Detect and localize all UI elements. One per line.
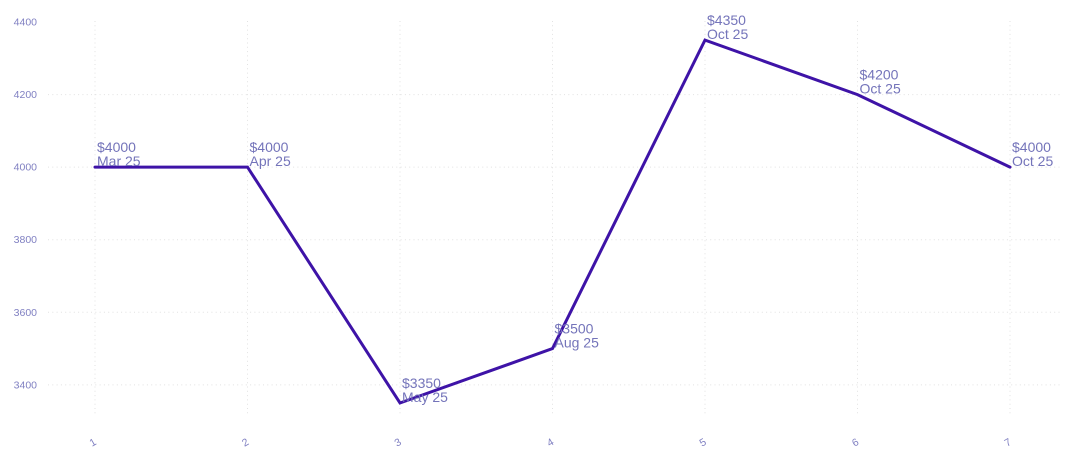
y-tick-label: 3800 xyxy=(14,234,38,246)
point-label-value: $4200 xyxy=(860,67,899,83)
point-label-date: Oct 25 xyxy=(1012,153,1053,169)
point-label-value: $4350 xyxy=(707,12,746,28)
point-label-value: $4000 xyxy=(1012,139,1051,155)
point-label-value: $3350 xyxy=(402,375,441,391)
x-tick-label: 7 xyxy=(1002,436,1013,449)
point-label-value: $4000 xyxy=(250,139,289,155)
x-tick-label: 3 xyxy=(392,436,403,449)
series-line xyxy=(93,38,1012,405)
x-tick-label: 1 xyxy=(87,436,98,449)
x-tick-label: 6 xyxy=(850,436,861,449)
point-label-date: Mar 25 xyxy=(97,153,141,169)
y-tick-label: 4000 xyxy=(14,162,38,174)
y-tick-label: 3400 xyxy=(14,379,38,391)
y-tick-label: 4200 xyxy=(14,89,38,101)
y-tick-label: 4400 xyxy=(14,17,38,29)
point-label-date: Oct 25 xyxy=(707,26,748,42)
point-label-value: $4000 xyxy=(97,139,136,155)
x-tick-label: 2 xyxy=(240,436,251,449)
y-tick-label: 3600 xyxy=(14,307,38,319)
x-tick-label: 4 xyxy=(545,436,556,449)
point-label-date: Aug 25 xyxy=(555,335,600,351)
point-label-value: $3500 xyxy=(555,321,594,337)
point-label-date: Apr 25 xyxy=(250,153,291,169)
point-label-date: Oct 25 xyxy=(860,81,901,97)
point-label-date: May 25 xyxy=(402,389,448,405)
x-tick-label: 5 xyxy=(697,436,708,449)
